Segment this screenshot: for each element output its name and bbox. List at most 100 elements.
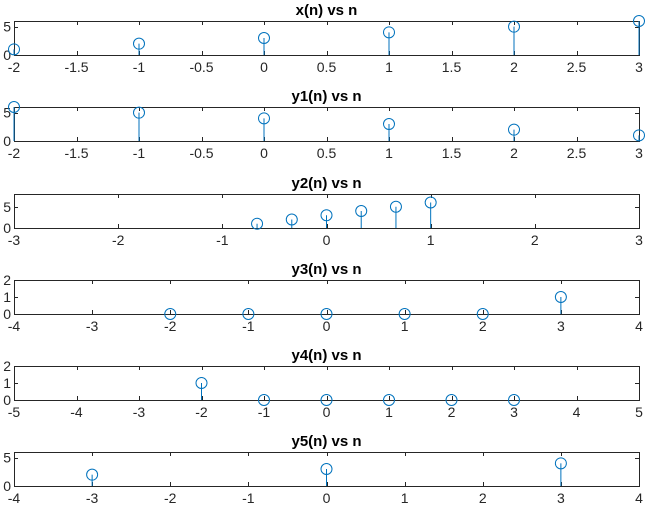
y-tick-label: 1 <box>3 375 11 391</box>
stem-marker <box>383 26 395 39</box>
x-tick-label: 0.5 <box>317 145 337 161</box>
x-tick-label: -1 <box>133 59 146 75</box>
x-tick-label: 2.5 <box>567 145 587 161</box>
x-tick-label: 2 <box>479 318 487 334</box>
stem-marker <box>258 394 270 406</box>
x-tick-label: 3 <box>557 318 565 334</box>
subplot-1: x(n) vs n -2 -1.5 -1 -0.5 0 0.5 1 1.5 2 2.5 3 0 5 <box>3 2 645 75</box>
stem-marker <box>133 37 145 50</box>
stem-marker <box>424 196 437 209</box>
stem-marker <box>285 213 298 226</box>
x-tick-label: -2 <box>8 59 21 75</box>
x-tick-label: 3 <box>557 490 565 506</box>
stem-marker <box>445 394 458 406</box>
stem-marker <box>633 129 645 142</box>
x-tick-label: -1 <box>242 318 255 334</box>
stem-marker <box>195 377 208 389</box>
stem-marker <box>508 394 520 406</box>
stem-marker <box>320 463 333 475</box>
x-tick-label: -3 <box>86 490 99 506</box>
x-tick-label: -2 <box>112 232 125 248</box>
axes-box <box>14 366 640 401</box>
x-tick-label: 1 <box>401 490 409 506</box>
x-tick-label: -1 <box>216 232 229 248</box>
plot-title: x(n) vs n <box>296 2 358 19</box>
y-tick-label: 5 <box>3 19 11 35</box>
x-tick-label: 0 <box>323 490 331 506</box>
x-tick-label: -1 <box>258 404 271 420</box>
y-tick-label: 0 <box>3 392 11 408</box>
x-tick-label: -1 <box>242 490 255 506</box>
y-tick-label: 2 <box>3 358 11 374</box>
x-tick-label: 4 <box>635 318 643 334</box>
subplot-3: y2(n) vs n -3 -2 -1 0 1 2 3 0 5 <box>3 175 643 248</box>
x-tick-label: -4 <box>8 318 21 334</box>
y-tick-label: 0 <box>3 133 11 149</box>
x-tick-label: 0.5 <box>317 59 337 75</box>
subplot-6: y5(n) vs n -4 -3 -2 -1 0 1 2 3 4 0 5 <box>3 433 643 506</box>
x-tick-label: 2 <box>448 404 456 420</box>
x-tick-label: -4 <box>8 490 21 506</box>
x-tick-label: 1 <box>385 59 393 75</box>
stem-marker <box>320 308 333 320</box>
x-tick-label: -4 <box>70 404 83 420</box>
axes-box <box>14 107 640 142</box>
x-tick-label: 0 <box>260 59 268 75</box>
x-tick-label: 0 <box>323 318 331 334</box>
x-tick-label: 1 <box>401 318 409 334</box>
x-tick-label: 4 <box>573 404 581 420</box>
y-tick-label: 1 <box>3 289 11 305</box>
stem-marker <box>133 106 145 119</box>
x-tick-label: -2 <box>195 404 208 420</box>
stem-marker <box>383 394 395 406</box>
x-tick-label: 3 <box>635 145 643 161</box>
x-tick-label: -3 <box>8 232 21 248</box>
x-tick-label: -3 <box>86 318 99 334</box>
x-tick-label: -0.5 <box>189 59 213 75</box>
x-tick-label: 0 <box>323 404 331 420</box>
stem-marker <box>554 291 567 303</box>
stem-marker <box>8 101 20 113</box>
x-tick-label: 1.5 <box>442 59 462 75</box>
stem-marker <box>476 308 489 320</box>
y-tick-label: 5 <box>3 105 11 121</box>
x-tick-label: -5 <box>8 404 21 420</box>
y-tick-label: 0 <box>3 220 11 236</box>
plot-title: y1(n) vs n <box>291 88 361 105</box>
plot-title: y5(n) vs n <box>291 433 361 450</box>
y-tick-label: 5 <box>3 450 11 466</box>
y-tick-label: 0 <box>3 306 11 322</box>
y-tick-label: 0 <box>3 478 11 494</box>
x-tick-label: -1.5 <box>64 59 88 75</box>
x-tick-label: -1.5 <box>64 145 88 161</box>
stem-marker <box>258 112 270 125</box>
x-tick-label: 1.5 <box>442 145 462 161</box>
stem-marker <box>8 43 20 56</box>
stem-marker <box>86 468 99 481</box>
x-tick-label: -2 <box>164 318 177 334</box>
stem-marker <box>320 209 333 222</box>
x-tick-label: 2 <box>531 232 539 248</box>
stem-marker <box>398 308 411 320</box>
x-tick-label: 2 <box>479 490 487 506</box>
plot-title: y2(n) vs n <box>291 175 361 192</box>
x-tick-label: 1 <box>385 404 393 420</box>
subplot-2: y1(n) vs n -2 -1.5 -1 -0.5 0 0.5 1 1.5 2 2.5 3 0 5 <box>3 88 645 161</box>
x-tick-label: -1 <box>133 145 146 161</box>
stem-marker <box>383 118 395 130</box>
stem-marker <box>633 15 645 27</box>
x-tick-label: 3 <box>510 404 518 420</box>
x-tick-label: 2.5 <box>567 59 587 75</box>
x-tick-label: -2 <box>164 490 177 506</box>
stem-marker <box>508 123 520 136</box>
stem-marker <box>389 200 402 213</box>
plot-title: y4(n) vs n <box>291 347 361 364</box>
x-tick-label: -3 <box>133 404 146 420</box>
stem-marker <box>251 217 264 230</box>
x-tick-label: 1 <box>427 232 435 248</box>
x-tick-label: -2 <box>8 145 21 161</box>
stem-marker <box>355 205 368 217</box>
x-tick-label: 3 <box>635 232 643 248</box>
